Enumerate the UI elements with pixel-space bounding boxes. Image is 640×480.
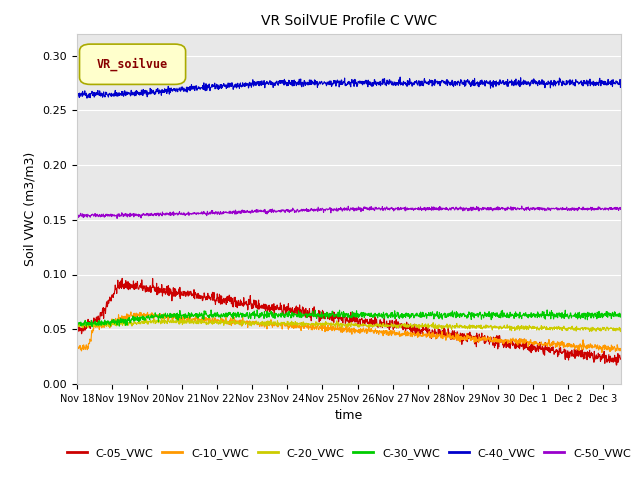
Y-axis label: Soil VWC (m3/m3): Soil VWC (m3/m3) — [24, 152, 36, 266]
C-20_VWC — [617, 328, 625, 334]
C-30_VWC — [326, 311, 333, 316]
C-40_VWC — [325, 82, 333, 87]
C-50_VWC — [383, 204, 390, 210]
C-10_VWC — [316, 325, 323, 331]
X-axis label: time: time — [335, 409, 363, 422]
C-50_VWC — [325, 206, 333, 212]
C-10_VWC — [598, 349, 606, 355]
C-40_VWC — [138, 87, 145, 93]
Line: C-40_VWC: C-40_VWC — [77, 77, 621, 98]
C-05_VWC — [304, 310, 312, 315]
C-30_VWC — [305, 313, 312, 319]
C-50_VWC — [73, 211, 81, 217]
C-05_VWC — [325, 314, 333, 320]
C-40_VWC — [316, 79, 323, 85]
C-20_VWC — [316, 322, 323, 327]
C-05_VWC — [316, 319, 323, 325]
C-05_VWC — [115, 283, 123, 289]
C-30_VWC — [383, 311, 391, 316]
C-20_VWC — [304, 321, 312, 326]
C-20_VWC — [325, 322, 333, 327]
C-05_VWC — [617, 357, 625, 362]
C-05_VWC — [383, 318, 390, 324]
Line: C-20_VWC: C-20_VWC — [77, 318, 621, 332]
Line: C-05_VWC: C-05_VWC — [77, 278, 621, 365]
C-10_VWC — [304, 322, 312, 327]
C-20_VWC — [137, 320, 145, 326]
C-20_VWC — [616, 329, 624, 335]
C-40_VWC — [115, 93, 123, 98]
C-10_VWC — [325, 326, 333, 332]
C-30_VWC — [73, 323, 81, 328]
C-40_VWC — [396, 74, 404, 80]
C-20_VWC — [115, 321, 123, 327]
C-50_VWC — [138, 213, 145, 218]
C-05_VWC — [118, 276, 126, 281]
C-10_VWC — [73, 344, 81, 349]
C-20_VWC — [161, 315, 168, 321]
FancyBboxPatch shape — [79, 44, 186, 84]
C-10_VWC — [138, 311, 145, 316]
C-30_VWC — [88, 324, 96, 330]
C-50_VWC — [113, 216, 121, 221]
C-20_VWC — [73, 324, 81, 330]
C-50_VWC — [316, 207, 323, 213]
Legend: C-05_VWC, C-10_VWC, C-20_VWC, C-30_VWC, C-40_VWC, C-50_VWC: C-05_VWC, C-10_VWC, C-20_VWC, C-30_VWC, … — [62, 444, 636, 464]
C-30_VWC — [316, 314, 323, 320]
Text: VR_soilvue: VR_soilvue — [97, 58, 168, 71]
C-50_VWC — [518, 203, 525, 209]
C-10_VWC — [617, 347, 625, 352]
C-40_VWC — [383, 80, 390, 86]
C-50_VWC — [617, 205, 625, 211]
C-40_VWC — [617, 80, 625, 86]
C-40_VWC — [73, 94, 81, 100]
C-05_VWC — [138, 285, 145, 291]
C-40_VWC — [304, 82, 312, 88]
C-50_VWC — [304, 206, 312, 212]
C-05_VWC — [73, 327, 81, 333]
C-20_VWC — [383, 323, 390, 329]
C-10_VWC — [127, 309, 134, 315]
C-05_VWC — [612, 362, 620, 368]
C-40_VWC — [83, 95, 91, 101]
Line: C-10_VWC: C-10_VWC — [77, 312, 621, 352]
C-30_VWC — [115, 323, 123, 329]
C-30_VWC — [253, 307, 261, 313]
C-30_VWC — [617, 314, 625, 320]
Title: VR SoilVUE Profile C VWC: VR SoilVUE Profile C VWC — [260, 14, 437, 28]
C-10_VWC — [383, 327, 390, 333]
Line: C-50_VWC: C-50_VWC — [77, 206, 621, 218]
C-50_VWC — [115, 211, 123, 217]
C-30_VWC — [138, 314, 145, 320]
Line: C-30_VWC: C-30_VWC — [77, 310, 621, 327]
C-10_VWC — [115, 316, 123, 322]
